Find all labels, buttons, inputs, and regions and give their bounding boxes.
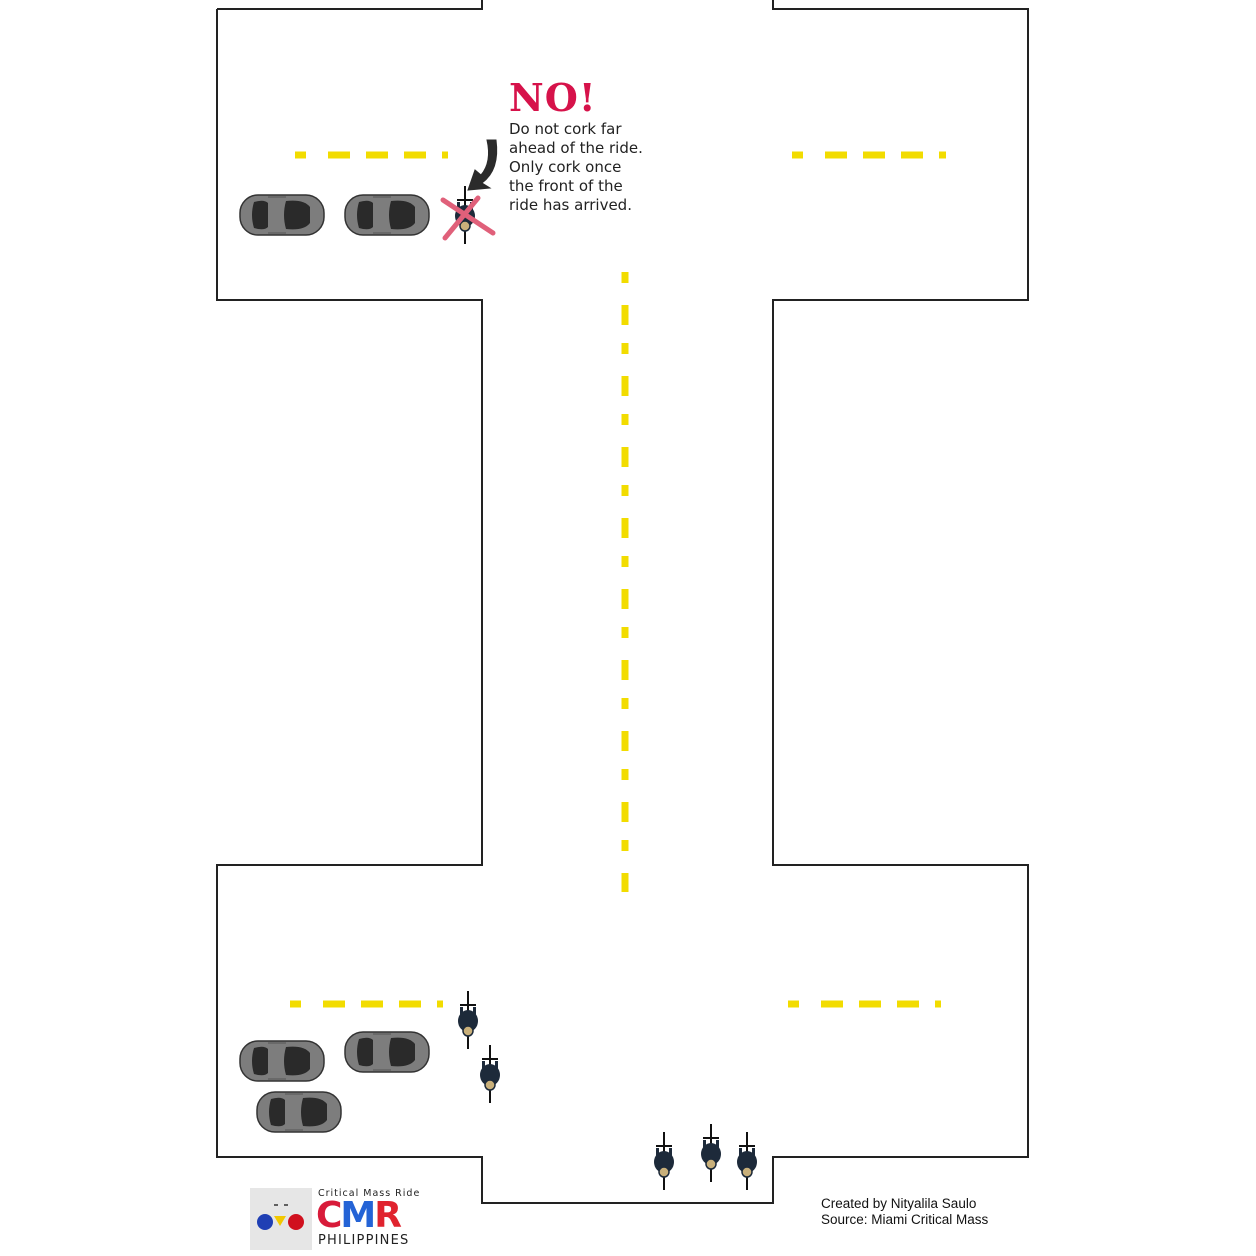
warning-line: Do not cork far — [509, 120, 622, 138]
credit-author: Created by Nityalila Saulo — [821, 1196, 977, 1211]
logo-kicker: Critical Mass Ride — [318, 1188, 421, 1199]
warning-line: the front of the — [509, 177, 623, 195]
logo-letter: C — [316, 1195, 342, 1236]
cyclist-icon — [700, 1123, 722, 1183]
arrow-icon — [467, 139, 498, 191]
credit-source: Source: Miami Critical Mass — [821, 1212, 989, 1227]
car-icon — [239, 1040, 325, 1082]
credits: Created by Nityalila Saulo Source: Miami… — [821, 1196, 988, 1228]
road-outline — [216, 0, 1029, 1204]
warning-title: NO! — [509, 75, 597, 120]
warning-line: Only cork once — [509, 158, 622, 176]
car-icon — [239, 194, 325, 236]
car-icon — [344, 194, 430, 236]
cmr-logo: Critical Mass Ride CMR PHILIPPINES — [250, 1188, 440, 1250]
logo-wordmark: CMR — [316, 1195, 402, 1236]
logo-country: PHILIPPINES — [318, 1233, 410, 1248]
cyclist-icon — [653, 1131, 675, 1191]
logo-letter: M — [340, 1195, 376, 1236]
warning-text: Do not cork far ahead of the ride. Only … — [509, 120, 649, 215]
cyclist-icon — [457, 990, 479, 1050]
car-icon — [256, 1091, 342, 1133]
warning-line: ahead of the ride. — [509, 139, 643, 157]
cyclist-icon — [479, 1044, 501, 1104]
car-icon — [344, 1031, 430, 1073]
cyclist-icon — [736, 1131, 758, 1191]
cross-icon — [440, 195, 496, 241]
logo-badge-icon — [250, 1188, 312, 1250]
lane-markings — [290, 151, 946, 1008]
logo-letter: R — [374, 1195, 402, 1236]
warning-line: ride has arrived. — [509, 196, 632, 214]
